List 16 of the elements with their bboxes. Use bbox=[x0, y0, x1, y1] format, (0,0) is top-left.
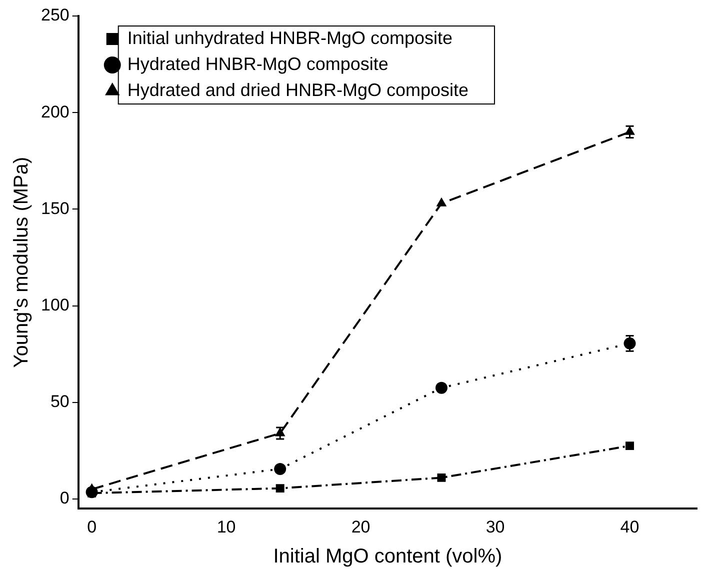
x-tick-label: 10 bbox=[216, 517, 236, 536]
y-tick-label: 150 bbox=[40, 198, 70, 218]
legend-label: Initial unhydrated HNBR-MgO composite bbox=[127, 28, 453, 48]
legend-label: Hydrated and dried HNBR-MgO composite bbox=[127, 80, 469, 100]
x-tick-label: 40 bbox=[620, 517, 640, 536]
x-axis-title: Initial MgO content (vol%) bbox=[273, 546, 502, 568]
y-tick-label: 0 bbox=[60, 488, 70, 508]
legend-label: Hydrated HNBR-MgO composite bbox=[127, 54, 388, 74]
y-tick-label: 200 bbox=[40, 102, 70, 122]
y-axis-title: Young's modulus (MPa) bbox=[10, 156, 33, 368]
y-tick-label: 100 bbox=[40, 295, 70, 314]
x-tick-label: 30 bbox=[486, 517, 505, 536]
x-tick-label: 20 bbox=[351, 517, 370, 536]
y-tick-label: 50 bbox=[50, 392, 70, 412]
x-tick-label: 0 bbox=[87, 517, 97, 536]
y-tick-label: 250 bbox=[40, 6, 70, 25]
